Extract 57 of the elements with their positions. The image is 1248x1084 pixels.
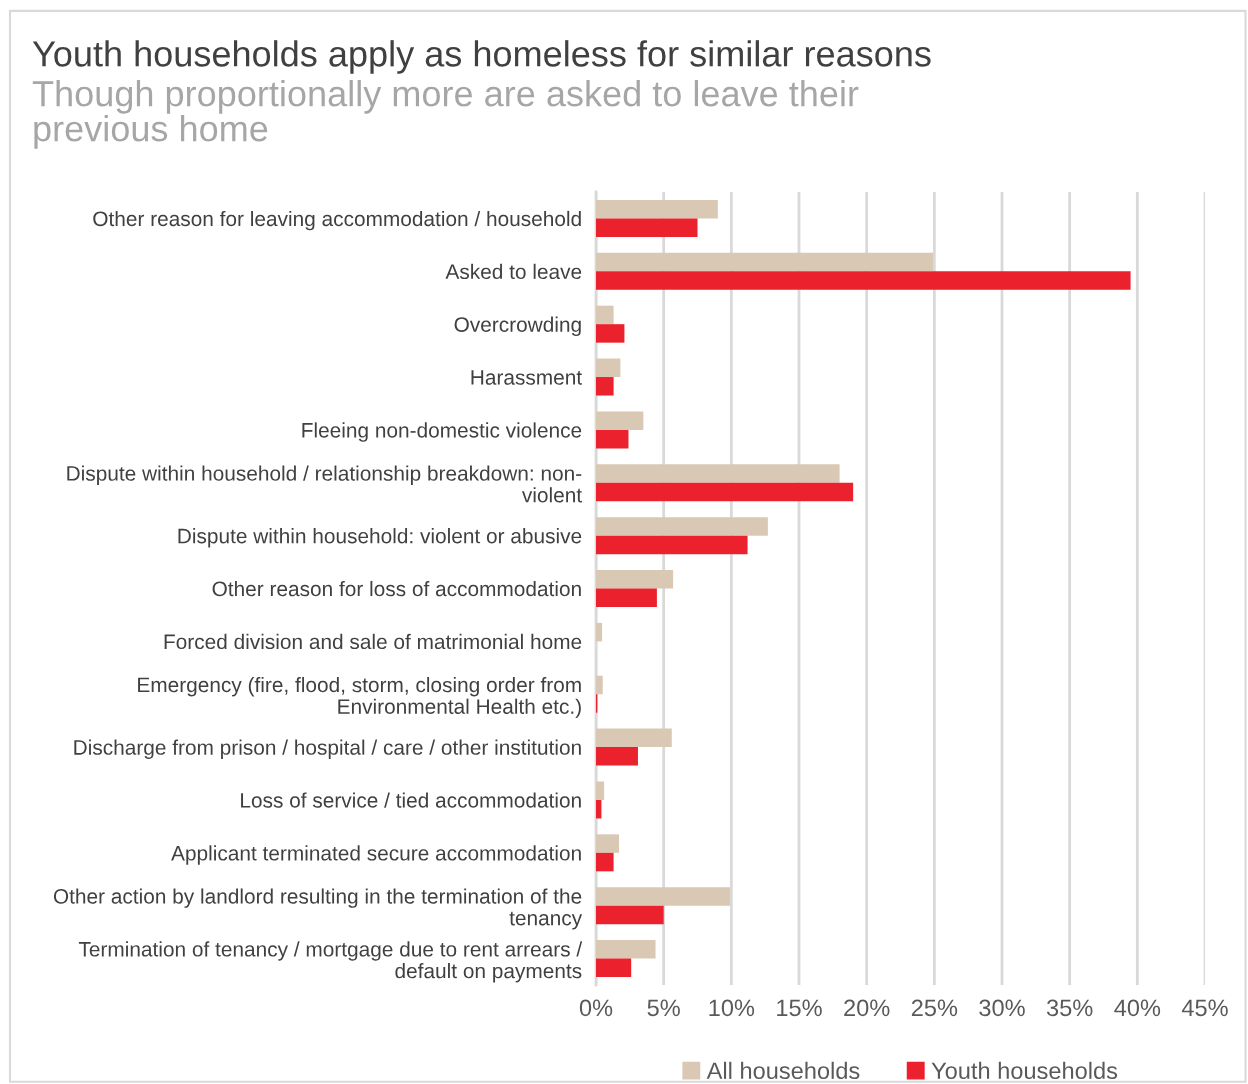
bar <box>596 887 730 906</box>
bar <box>596 622 603 642</box>
bar <box>596 377 614 396</box>
x-tick-label: 30% <box>979 999 1025 1017</box>
bar <box>596 799 602 819</box>
legend-label: Youth households <box>931 1061 1118 1080</box>
bar <box>596 834 620 853</box>
x-tick-label: 15% <box>777 999 822 1017</box>
bar <box>596 411 644 430</box>
bar <box>596 940 656 959</box>
bar <box>596 570 674 589</box>
bar <box>596 728 672 748</box>
y-tick-label: Loss of service / tied accommodation <box>241 792 581 808</box>
bar <box>596 199 718 219</box>
y-tick-label: Dispute within household / relationship breakdown: non- violent <box>67 465 582 503</box>
bar <box>596 675 603 695</box>
y-tick-label: Applicant terminated secure accommodation <box>171 845 581 865</box>
y-tick-label: Harassment <box>471 370 582 385</box>
bar <box>596 535 748 555</box>
x-tick-label: 35% <box>1046 999 1093 1017</box>
x-tick-label: 0% <box>579 999 613 1017</box>
chart-title: Youth households apply as homeless for similar reasons <box>32 40 931 74</box>
x-tick-label: 20% <box>844 999 890 1017</box>
y-tick-label: Other reason for leaving accommodation / household <box>93 210 581 231</box>
x-tick-label: 10% <box>709 999 755 1017</box>
y-tick-label: Emergency (fire, flood, storm, closing order from Environmental Health etc.) <box>138 676 581 719</box>
y-tick-label: Discharge from prison / hospital / care / other institution <box>74 739 581 759</box>
bar <box>596 464 840 483</box>
x-tick-label: 45% <box>1181 999 1228 1017</box>
bar <box>596 781 605 800</box>
y-tick-label: Overcrowding <box>454 316 581 337</box>
bar <box>596 429 629 449</box>
bar <box>596 517 768 536</box>
bar <box>596 747 638 766</box>
y-tick-label: Other reason for loss of accommodation <box>212 580 581 597</box>
legend-label: All households <box>706 1061 860 1080</box>
chart-subtitle: Though proportionally more are asked to leave their previous home <box>32 80 859 149</box>
x-tick-label: 5% <box>647 999 680 1017</box>
bar <box>596 482 854 502</box>
bar <box>596 324 625 343</box>
x-tick-label: 40% <box>1114 999 1161 1017</box>
y-tick-label: Dispute within household: violent or abusive <box>178 528 582 548</box>
bar <box>596 588 657 607</box>
y-tick-label: Termination of tenancy / mortgage due to rent arrears / default on payments <box>78 941 583 983</box>
bar <box>596 958 632 978</box>
bar <box>596 852 614 872</box>
bar <box>596 218 698 237</box>
bar <box>596 252 933 272</box>
y-tick-label: Forced division and sale of matrimonial home <box>164 633 582 650</box>
bar <box>596 905 664 925</box>
x-tick-label: 25% <box>911 999 958 1017</box>
y-tick-label: Fleeing non-domestic violence <box>302 422 582 442</box>
bar <box>596 305 614 325</box>
bar <box>596 271 1131 290</box>
y-tick-label: Other action by landlord resulting in the termination of the tenancy <box>53 888 583 930</box>
bar <box>596 358 621 378</box>
y-tick-label: Asked to leave <box>445 263 582 280</box>
